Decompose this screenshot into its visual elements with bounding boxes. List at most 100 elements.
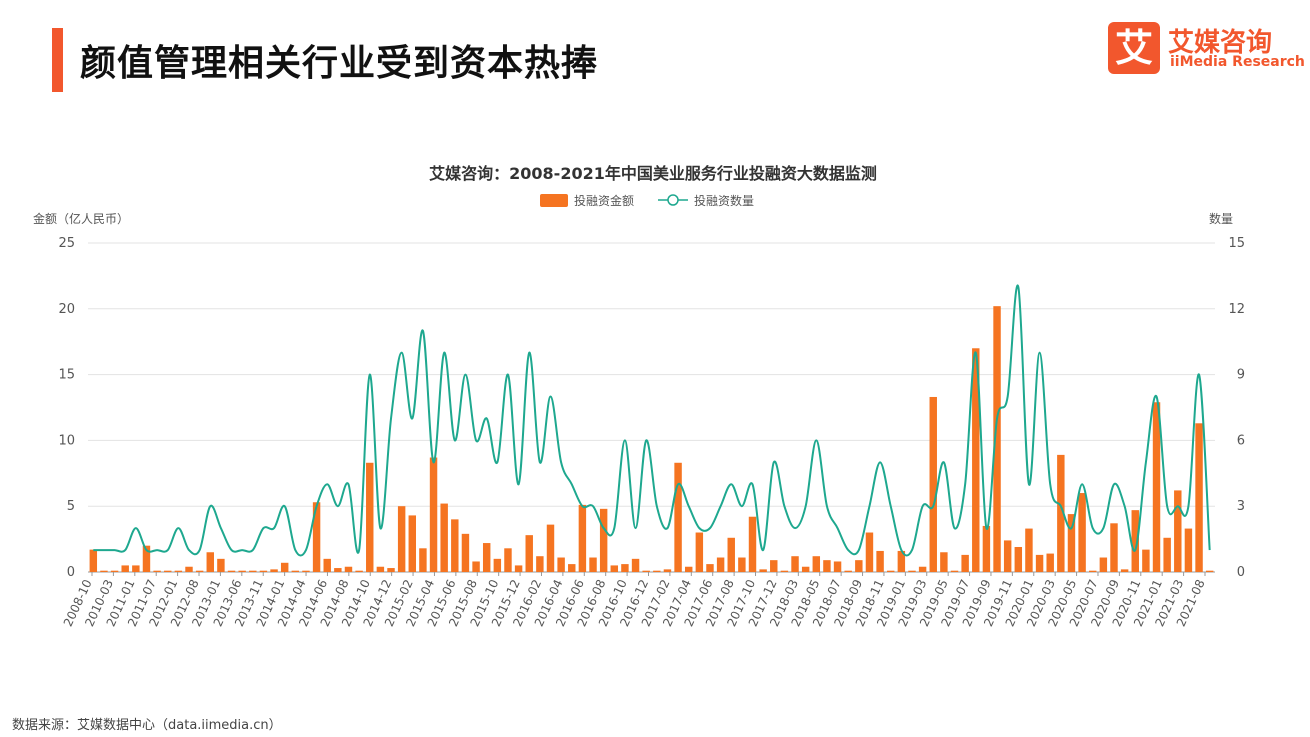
- bar: [1195, 423, 1203, 572]
- bar: [780, 570, 789, 572]
- chart-title: 艾媒咨询：2008-2021年中国美业服务行业投融资大数据监测: [429, 164, 877, 183]
- bar: [302, 570, 310, 572]
- bar: [259, 570, 268, 572]
- legend-bar-label: 投融资金额: [574, 193, 634, 208]
- bar-series: [89, 306, 1214, 572]
- bar: [727, 537, 735, 572]
- bar: [865, 532, 874, 572]
- bar: [663, 569, 672, 572]
- bar: [366, 462, 374, 572]
- axes: 0510152025036912152008-102010-032011-012…: [58, 236, 1245, 629]
- bar: [833, 561, 842, 572]
- bar: [950, 570, 959, 572]
- bar: [419, 548, 427, 572]
- y-left-tick-label: 25: [58, 236, 75, 251]
- bar: [493, 558, 502, 572]
- bar: [525, 535, 533, 572]
- bar: [674, 462, 682, 572]
- bar: [876, 550, 884, 572]
- logo-chinese-name: 艾媒咨询: [1168, 28, 1273, 58]
- bar: [610, 565, 619, 572]
- bar: [132, 565, 140, 572]
- bar: [408, 515, 416, 572]
- y-left-tick-label: 20: [58, 302, 75, 317]
- bar: [291, 570, 300, 572]
- bar: [940, 552, 948, 572]
- bar: [695, 532, 704, 572]
- bar: [1184, 528, 1193, 572]
- bar: [482, 543, 491, 572]
- bar: [323, 558, 331, 572]
- bar: [599, 508, 608, 572]
- bar: [451, 519, 459, 572]
- y-left-tick-label: 0: [67, 565, 75, 580]
- y-right-tick-label: 3: [1237, 499, 1245, 514]
- bar: [164, 570, 172, 572]
- bar: [1163, 537, 1171, 572]
- bar: [1142, 549, 1150, 572]
- bar: [376, 566, 385, 572]
- bar: [153, 570, 161, 572]
- bar: [993, 306, 1001, 572]
- y-right-tick-label: 6: [1237, 433, 1245, 448]
- y-right-tick-label: 15: [1228, 236, 1245, 251]
- bar: [1152, 402, 1161, 572]
- investment-chart: 0510152025036912152008-102010-032011-012…: [33, 164, 1245, 629]
- bar: [270, 569, 278, 572]
- bar: [504, 548, 512, 572]
- page-title: 颜值管理相关行业受到资本热捧: [80, 43, 599, 84]
- bar: [918, 566, 927, 572]
- bar: [142, 545, 151, 572]
- bar: [1089, 570, 1097, 572]
- bar: [461, 533, 470, 572]
- bar: [355, 570, 363, 572]
- bar: [174, 570, 183, 572]
- logo-mark-icon: 艾: [1108, 22, 1160, 74]
- bar: [759, 569, 767, 572]
- bar: [855, 560, 863, 572]
- bar: [1099, 557, 1108, 572]
- y-right-axis-label: 数量: [1209, 211, 1233, 226]
- logo-english-name: iiMedia Research: [1170, 54, 1305, 70]
- bar: [514, 565, 523, 572]
- count-line: [93, 284, 1211, 557]
- bar: [738, 557, 746, 572]
- bar: [844, 570, 852, 572]
- bar: [217, 558, 225, 572]
- bar: [653, 570, 661, 572]
- bar: [280, 562, 289, 572]
- bar: [642, 570, 650, 572]
- bar: [929, 396, 937, 572]
- bar: [110, 570, 119, 572]
- bar: [568, 564, 576, 572]
- bar: [89, 549, 98, 572]
- bar: [1035, 554, 1044, 572]
- bar: [440, 503, 448, 572]
- bar: [1014, 546, 1023, 572]
- bar: [1174, 490, 1182, 572]
- bar: [334, 568, 342, 572]
- bar: [1046, 553, 1054, 572]
- legend-bar-swatch: [540, 194, 568, 207]
- bar: [589, 557, 597, 572]
- bar: [312, 502, 321, 572]
- legend-line-marker: [667, 194, 679, 206]
- legend-line-label: 投融资数量: [694, 193, 754, 208]
- bar: [982, 525, 991, 572]
- bar: [1110, 523, 1118, 572]
- bar: [536, 556, 544, 572]
- bar: [770, 560, 778, 572]
- bar: [249, 570, 257, 572]
- grid-lines: [88, 242, 1215, 573]
- bar: [429, 457, 438, 572]
- title-accent-bar: [52, 28, 63, 92]
- bar: [801, 566, 810, 572]
- bar: [897, 550, 906, 572]
- bar: [1025, 528, 1033, 572]
- bar: [621, 564, 629, 572]
- brand-logo: 艾 艾媒咨询 iiMedia Research: [1108, 22, 1305, 74]
- y-left-axis-label: 金额（亿人民币）: [33, 211, 129, 226]
- bar: [631, 558, 640, 572]
- bar: [748, 516, 757, 572]
- y-right-tick-label: 9: [1237, 368, 1245, 383]
